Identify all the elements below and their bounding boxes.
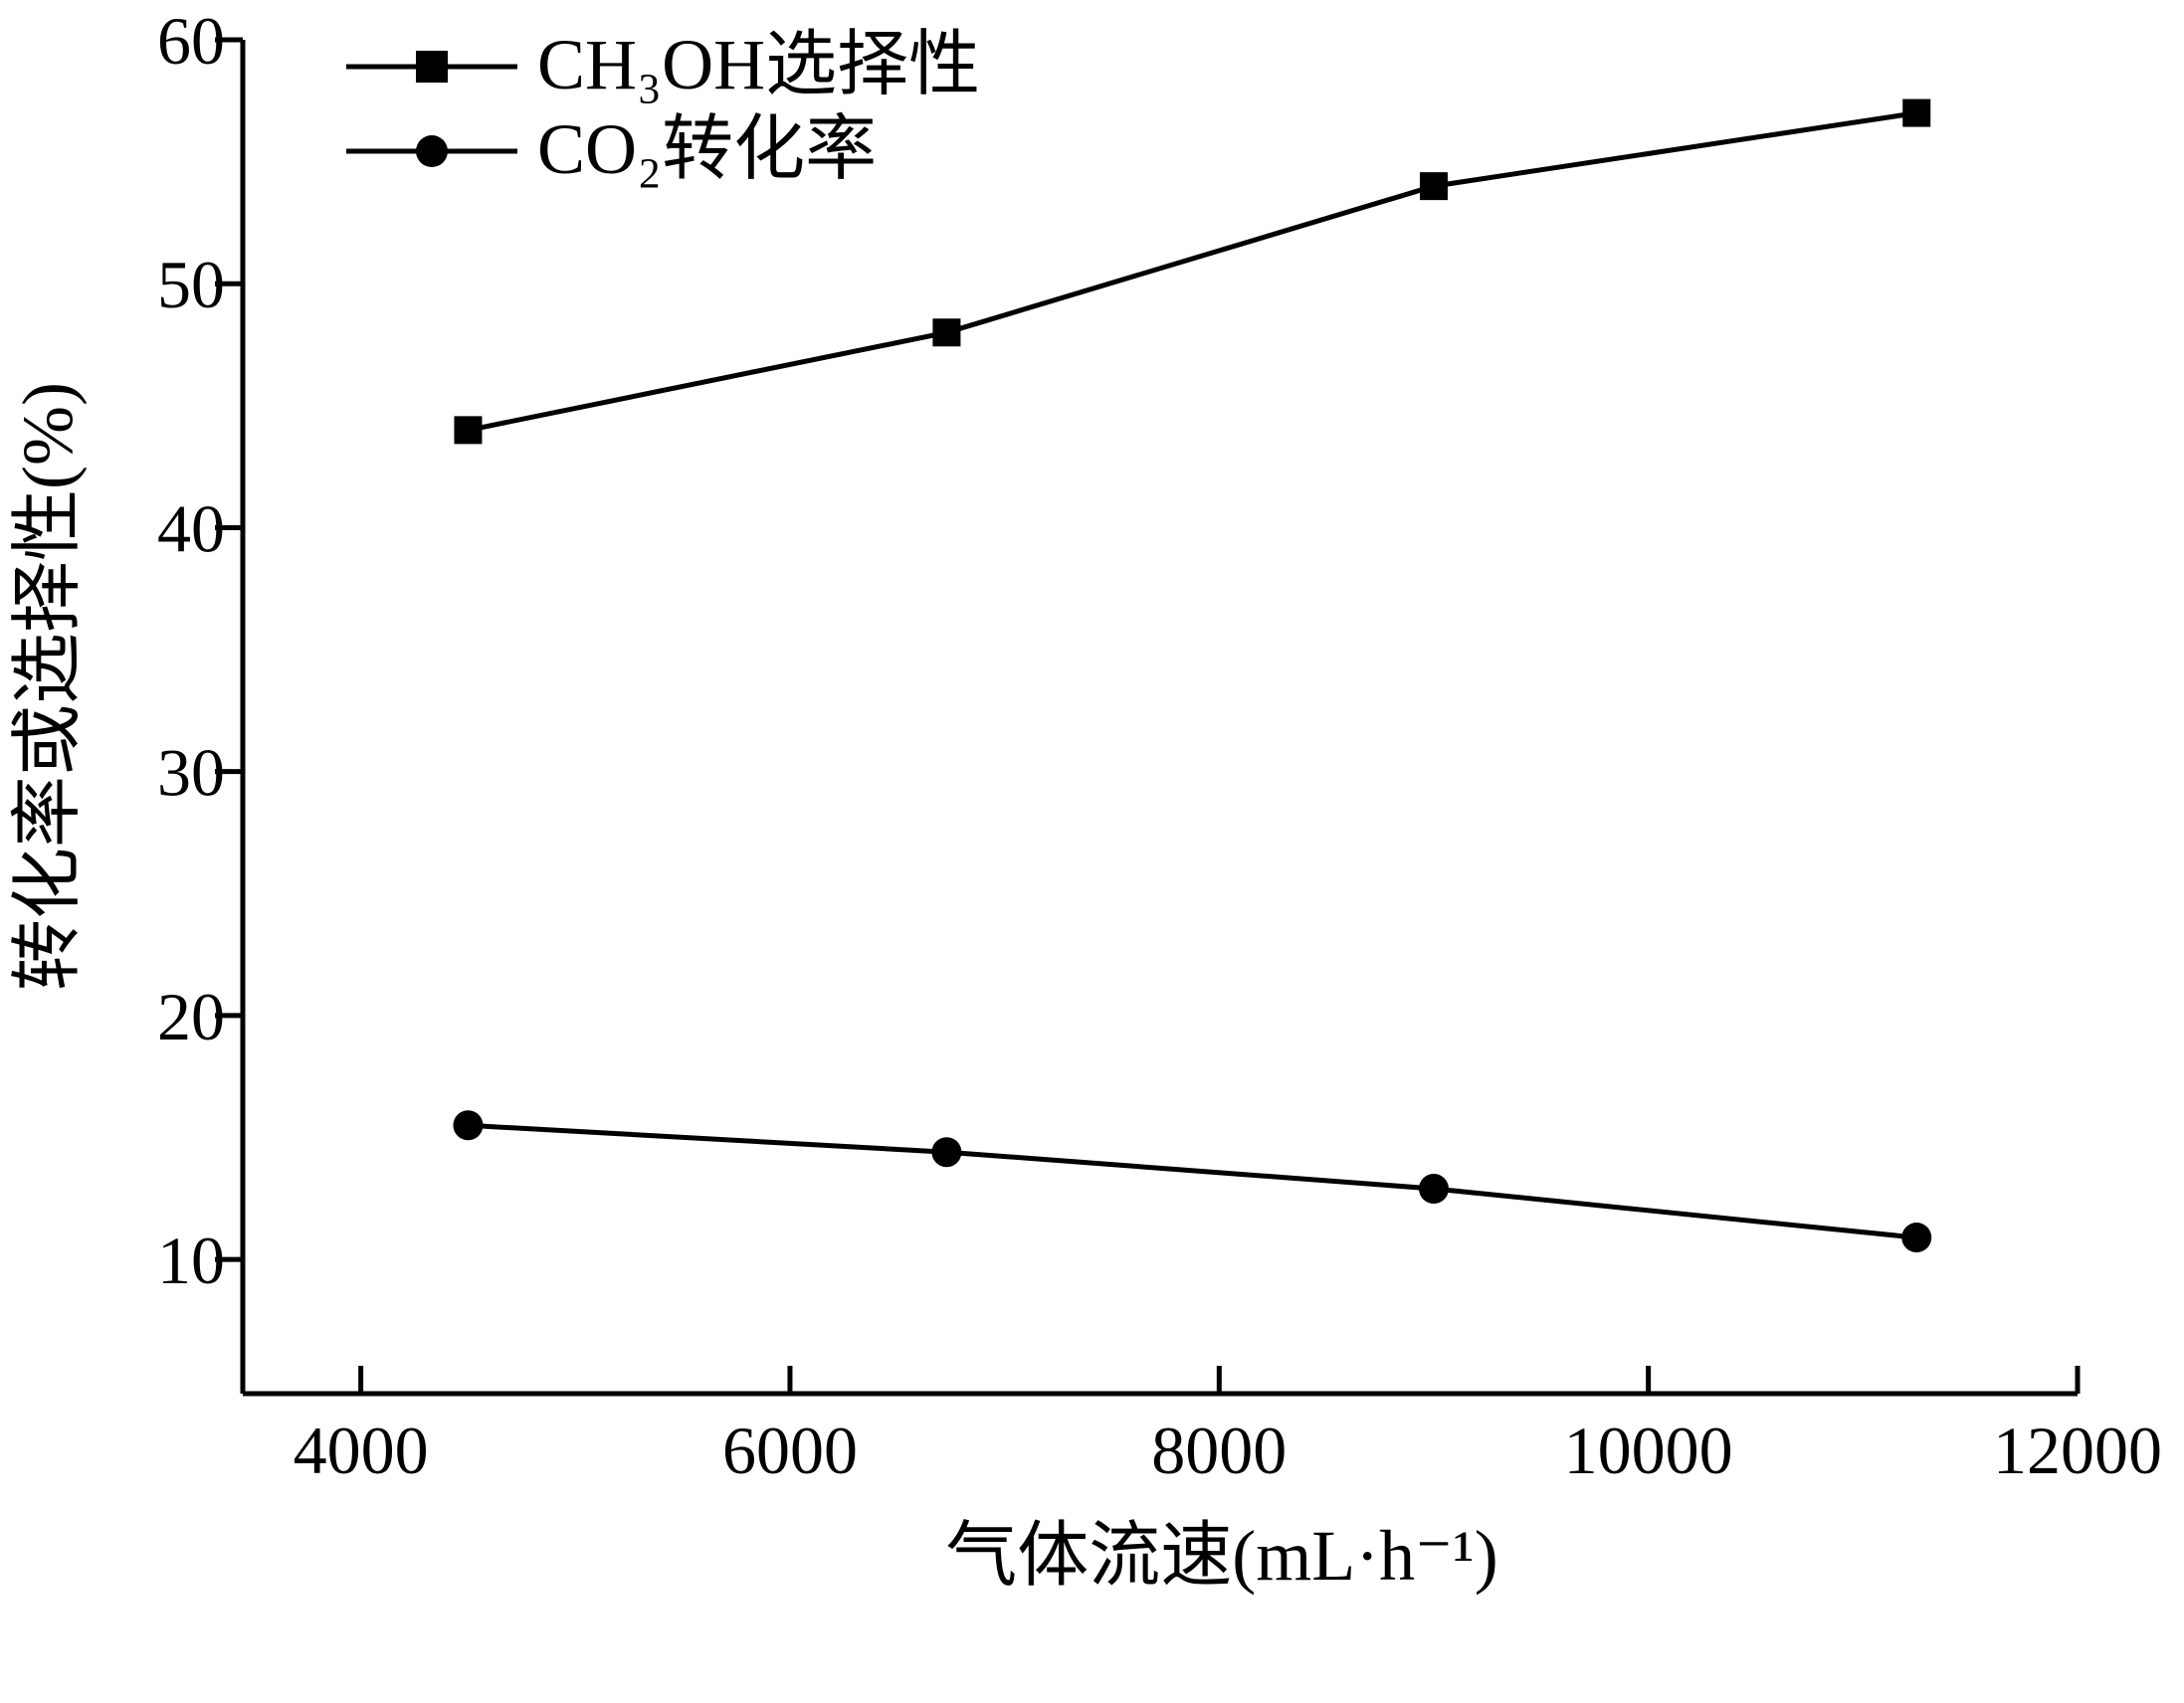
chart-legend: CH₃OH选择性 CO₂转化率 — [346, 25, 980, 189]
y-tick-label-40: 40 — [157, 490, 225, 566]
y-axis-ticks: 10 20 30 40 50 60 — [157, 3, 243, 1298]
x-axis-ticks: 4000 6000 8000 10000 12000 — [294, 1366, 2162, 1488]
legend-label-co2: CO₂转化率 — [537, 109, 877, 189]
series-line-0 — [468, 110, 1917, 433]
y-tick-label-30: 30 — [157, 735, 225, 811]
series-line-1 — [468, 1122, 1917, 1240]
data-point-circle-2 — [1418, 1174, 1449, 1205]
chart-series — [453, 98, 1932, 1253]
y-tick-label-50: 50 — [157, 247, 225, 322]
data-point-circle-0 — [453, 1110, 484, 1141]
x-tick-label-10000: 10000 — [1564, 1413, 1733, 1488]
legend-marker-circle — [416, 135, 448, 167]
legend-label-ch3oh: CH₃OH选择性 — [537, 25, 980, 104]
data-point-circle-1 — [931, 1137, 962, 1168]
x-axis-title: 气体流速(mL·h⁻¹) — [945, 1516, 1498, 1596]
data-point-circle-3 — [1901, 1223, 1932, 1253]
y-axis-title: 转化率或选择性(%) — [8, 382, 88, 991]
data-point-square-1 — [932, 318, 961, 347]
data-point-square-2 — [1419, 172, 1448, 201]
x-tick-label-12000: 12000 — [1993, 1413, 2162, 1488]
y-tick-label-60: 60 — [157, 3, 225, 79]
chart-axes — [240, 40, 2078, 1397]
y-tick-label-10: 10 — [157, 1223, 225, 1298]
y-tick-label-20: 20 — [157, 979, 225, 1054]
x-tick-label-4000: 4000 — [294, 1413, 429, 1488]
x-tick-label-6000: 6000 — [722, 1413, 858, 1488]
legend-marker-square — [416, 51, 448, 83]
x-tick-label-8000: 8000 — [1151, 1413, 1287, 1488]
data-point-square-0 — [454, 416, 483, 445]
data-point-square-3 — [1902, 98, 1931, 127]
